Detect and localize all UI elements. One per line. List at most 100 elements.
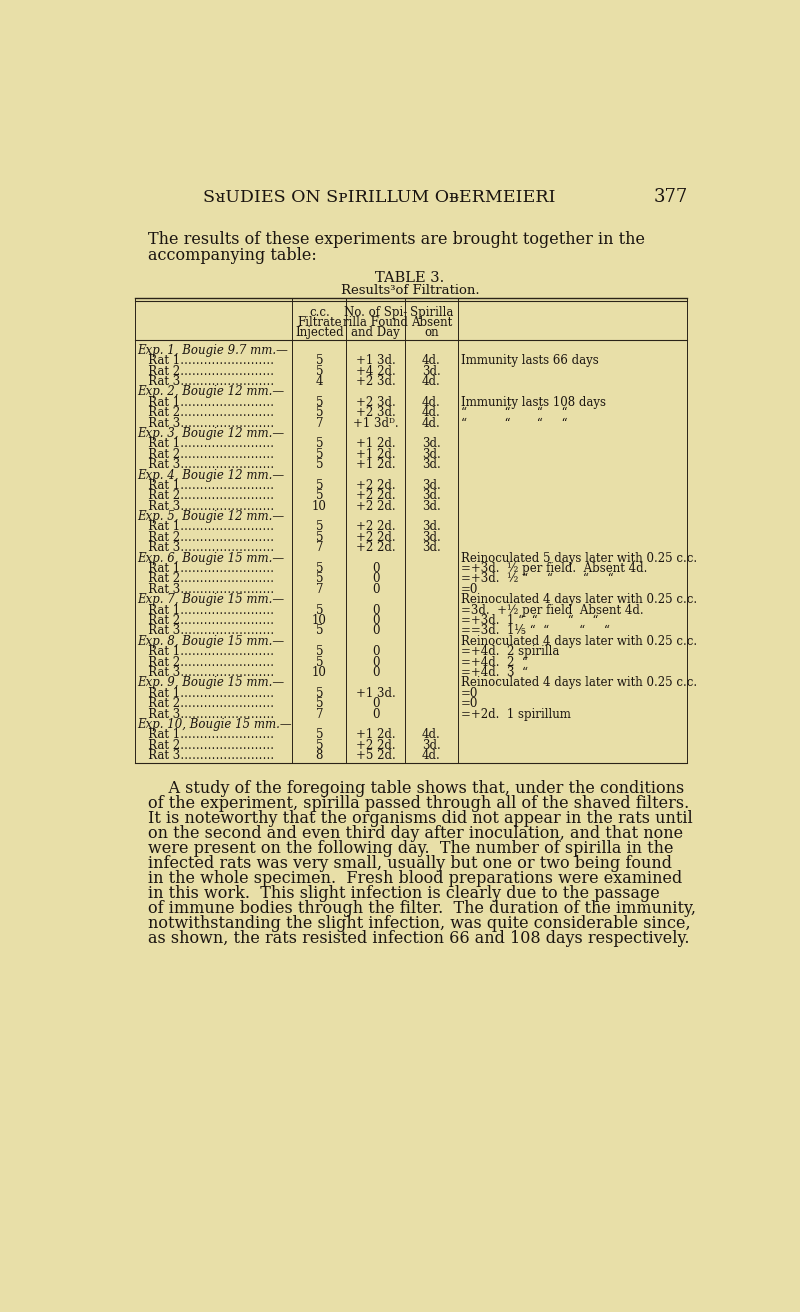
Text: Rat 3……………………: Rat 3…………………… bbox=[138, 583, 274, 596]
Text: infected rats was very small, usually but one or two being found: infected rats was very small, usually bu… bbox=[148, 854, 672, 871]
Text: notwithstanding the slight infection, was quite considerable since,: notwithstanding the slight infection, wa… bbox=[148, 914, 690, 932]
Text: rilla Found: rilla Found bbox=[343, 316, 408, 329]
Text: 4d.: 4d. bbox=[422, 416, 441, 429]
Text: 7: 7 bbox=[315, 707, 323, 720]
Text: +2 3d.: +2 3d. bbox=[356, 407, 395, 419]
Text: 7: 7 bbox=[315, 416, 323, 429]
Text: 5: 5 bbox=[315, 407, 323, 419]
Text: =+3d.  ½ per field.  Absent 4d.: =+3d. ½ per field. Absent 4d. bbox=[461, 562, 647, 575]
Text: 7: 7 bbox=[315, 583, 323, 596]
Text: Rat 2……………………: Rat 2…………………… bbox=[138, 656, 274, 669]
Text: Rat 3……………………: Rat 3…………………… bbox=[138, 500, 274, 513]
Text: 0: 0 bbox=[372, 707, 379, 720]
Text: Exp. 2, Bougie 12 mm.—: Exp. 2, Bougie 12 mm.— bbox=[138, 386, 284, 399]
Text: =0: =0 bbox=[461, 697, 478, 710]
Text: Spirilla: Spirilla bbox=[410, 306, 453, 319]
Text: Rat 2……………………: Rat 2…………………… bbox=[138, 739, 274, 752]
Text: 0: 0 bbox=[372, 604, 379, 617]
Text: TABLE 3.: TABLE 3. bbox=[375, 272, 445, 286]
Text: +1 3dᴰ.: +1 3dᴰ. bbox=[353, 416, 398, 429]
Text: 4d.: 4d. bbox=[422, 407, 441, 419]
Text: +2 2d.: +2 2d. bbox=[356, 479, 395, 492]
Text: +1 2d.: +1 2d. bbox=[356, 447, 395, 461]
Text: 3d.: 3d. bbox=[422, 739, 441, 752]
Text: SᴚUDIES ON SᴘIRILLUM OᴃERMEIERI: SᴚUDIES ON SᴘIRILLUM OᴃERMEIERI bbox=[202, 189, 555, 206]
Text: 0: 0 bbox=[372, 666, 379, 680]
Text: +1 2d.: +1 2d. bbox=[356, 437, 395, 450]
Text: Rat 1……………………: Rat 1…………………… bbox=[138, 437, 274, 450]
Text: in this work.  This slight infection is clearly due to the passage: in this work. This slight infection is c… bbox=[148, 884, 660, 901]
Text: Rat 1……………………: Rat 1…………………… bbox=[138, 562, 274, 575]
Text: Reinoculated 4 days later with 0.25 c.c.: Reinoculated 4 days later with 0.25 c.c. bbox=[461, 677, 698, 689]
Text: 4d.: 4d. bbox=[422, 728, 441, 741]
Text: Rat 3……………………: Rat 3…………………… bbox=[138, 416, 274, 429]
Text: +2 2d.: +2 2d. bbox=[356, 739, 395, 752]
Text: Rat 1……………………: Rat 1…………………… bbox=[138, 354, 274, 367]
Text: 0: 0 bbox=[372, 562, 379, 575]
Text: 3d.: 3d. bbox=[422, 458, 441, 471]
Text: 10: 10 bbox=[312, 500, 326, 513]
Text: 10: 10 bbox=[312, 666, 326, 680]
Text: +2 3d.: +2 3d. bbox=[356, 375, 395, 388]
Text: 5: 5 bbox=[315, 739, 323, 752]
Text: ==3d.  1⅕ “  “        “     “: ==3d. 1⅕ “ “ “ “ bbox=[461, 625, 610, 638]
Text: 5: 5 bbox=[315, 447, 323, 461]
Text: 4: 4 bbox=[315, 375, 323, 388]
Text: =+4d.  2  “: =+4d. 2 “ bbox=[461, 656, 528, 669]
Text: in the whole specimen.  Fresh blood preparations were examined: in the whole specimen. Fresh blood prepa… bbox=[148, 870, 682, 887]
Text: Reinoculated 4 days later with 0.25 c.c.: Reinoculated 4 days later with 0.25 c.c. bbox=[461, 635, 698, 648]
Text: 5: 5 bbox=[315, 572, 323, 585]
Text: Rat 3……………………: Rat 3…………………… bbox=[138, 666, 274, 680]
Text: on: on bbox=[424, 327, 438, 338]
Text: Rat 2……………………: Rat 2…………………… bbox=[138, 531, 274, 544]
Text: Rat 2……………………: Rat 2…………………… bbox=[138, 407, 274, 419]
Text: Immunity lasts 66 days: Immunity lasts 66 days bbox=[461, 354, 599, 367]
Text: Reinoculated 4 days later with 0.25 c.c.: Reinoculated 4 days later with 0.25 c.c. bbox=[461, 593, 698, 606]
Text: Results³of Filtration.: Results³of Filtration. bbox=[341, 285, 479, 298]
Text: of the experiment, spirilla passed through all of the shaved filters.: of the experiment, spirilla passed throu… bbox=[148, 795, 690, 812]
Text: were present on the following day.  The number of spirilla in the: were present on the following day. The n… bbox=[148, 840, 674, 857]
Text: 4d.: 4d. bbox=[422, 375, 441, 388]
Text: No. of Spi-: No. of Spi- bbox=[344, 306, 407, 319]
Text: Rat 3……………………: Rat 3…………………… bbox=[138, 458, 274, 471]
Text: Rat 3……………………: Rat 3…………………… bbox=[138, 375, 274, 388]
Text: 5: 5 bbox=[315, 489, 323, 502]
Text: 3d.: 3d. bbox=[422, 365, 441, 378]
Text: 3d.: 3d. bbox=[422, 447, 441, 461]
Text: Rat 2……………………: Rat 2…………………… bbox=[138, 697, 274, 710]
Text: =+2d.  1 spirillum: =+2d. 1 spirillum bbox=[461, 707, 571, 720]
Text: of immune bodies through the filter.  The duration of the immunity,: of immune bodies through the filter. The… bbox=[148, 900, 696, 917]
Text: 8: 8 bbox=[316, 749, 323, 762]
Text: Rat 1……………………: Rat 1…………………… bbox=[138, 521, 274, 534]
Text: +5 2d.: +5 2d. bbox=[356, 749, 395, 762]
Text: and Day: and Day bbox=[351, 327, 400, 338]
Text: Exp. 8, Bougie 15 mm.—: Exp. 8, Bougie 15 mm.— bbox=[138, 635, 284, 648]
Text: Rat 2……………………: Rat 2…………………… bbox=[138, 614, 274, 627]
Text: +2 2d.: +2 2d. bbox=[356, 542, 395, 554]
Text: Immunity lasts 108 days: Immunity lasts 108 days bbox=[461, 396, 606, 409]
Text: 0: 0 bbox=[372, 656, 379, 669]
Text: Exp. 6, Bougie 15 mm.—: Exp. 6, Bougie 15 mm.— bbox=[138, 551, 284, 564]
Text: 5: 5 bbox=[315, 656, 323, 669]
Text: Rat 3……………………: Rat 3…………………… bbox=[138, 749, 274, 762]
Text: Rat 1……………………: Rat 1…………………… bbox=[138, 396, 274, 409]
Text: 4d.: 4d. bbox=[422, 749, 441, 762]
Text: c.c.: c.c. bbox=[309, 306, 330, 319]
Text: on the second and even third day after inoculation, and that none: on the second and even third day after i… bbox=[148, 825, 683, 841]
Text: Absent: Absent bbox=[410, 316, 452, 329]
Text: +2 3d.: +2 3d. bbox=[356, 396, 395, 409]
Text: 5: 5 bbox=[315, 521, 323, 534]
Text: +1 3d.: +1 3d. bbox=[356, 354, 395, 367]
Text: A study of the foregoing table shows that, under the conditions: A study of the foregoing table shows tha… bbox=[148, 779, 684, 796]
Text: 5: 5 bbox=[315, 479, 323, 492]
Text: The results of these experiments are brought together in the: The results of these experiments are bro… bbox=[148, 231, 645, 248]
Text: Exp. 10, Bougie 15 mm.—: Exp. 10, Bougie 15 mm.— bbox=[138, 718, 292, 731]
Text: Rat 1……………………: Rat 1…………………… bbox=[138, 728, 274, 741]
Text: =+4d.  2 spirilla: =+4d. 2 spirilla bbox=[461, 646, 559, 659]
Text: 3d.: 3d. bbox=[422, 500, 441, 513]
Text: Rat 2……………………: Rat 2…………………… bbox=[138, 365, 274, 378]
Text: 0: 0 bbox=[372, 583, 379, 596]
Text: It is noteworthy that the organisms did not appear in the rats until: It is noteworthy that the organisms did … bbox=[148, 810, 693, 827]
Text: 0: 0 bbox=[372, 572, 379, 585]
Text: 3d.: 3d. bbox=[422, 542, 441, 554]
